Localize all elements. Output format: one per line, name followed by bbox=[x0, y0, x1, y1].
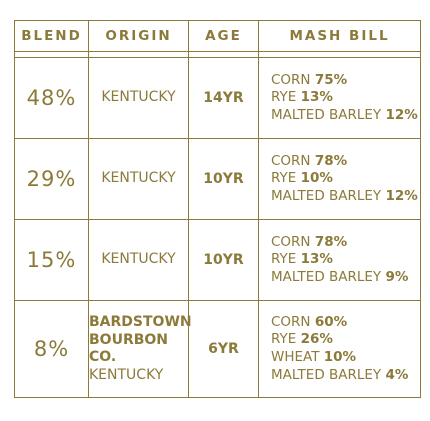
mash-line: CORN 60% bbox=[271, 314, 420, 332]
table-row: 29% KENTUCKY 10YR CORN 78% RYE 10% MALTED BAR… bbox=[14, 138, 421, 220]
grain-percent: 10% bbox=[323, 349, 357, 365]
grain-percent: 60% bbox=[314, 313, 348, 330]
grain-percent: 13% bbox=[300, 89, 333, 106]
origin-location: KENTUCKY bbox=[89, 366, 164, 383]
blend-percent: 8% bbox=[14, 300, 89, 398]
grain-percent: 12% bbox=[385, 106, 418, 123]
header-origin: ORIGIN bbox=[88, 20, 189, 52]
grain-name: MALTED BARLEY bbox=[271, 366, 386, 383]
mash-line: CORN 78% bbox=[271, 153, 420, 171]
grain-percent: 26% bbox=[300, 331, 333, 348]
blend-percent: 48% bbox=[14, 57, 89, 139]
header-age: AGE bbox=[188, 20, 259, 52]
mash-bill-cell: CORN 78% RYE 13% MALTED BARLEY 9% bbox=[258, 219, 421, 301]
mash-line: RYE 13% bbox=[271, 89, 420, 107]
table-row: 48% KENTUCKY 14YR CORN 75% RYE 13% MALTED BAR… bbox=[14, 57, 421, 139]
grain-name: RYE bbox=[271, 331, 301, 348]
table-row: 15% KENTUCKY 10YR CORN 78% RYE 13% MALTED BAR… bbox=[14, 219, 421, 301]
mash-line: WHEAT 10% bbox=[271, 349, 420, 367]
origin-location: KENTUCKY bbox=[101, 170, 176, 187]
grain-percent: 78% bbox=[314, 233, 348, 250]
origin-cell: KENTUCKY bbox=[88, 138, 189, 220]
grain-name: MALTED BARLEY bbox=[271, 187, 386, 204]
origin-brand: BARDSTOWN BOURBON CO. bbox=[89, 314, 192, 365]
grain-name: RYE bbox=[271, 170, 301, 187]
mash-line: CORN 75% bbox=[271, 72, 420, 90]
mash-bill-cell: CORN 75% RYE 13% MALTED BARLEY 12% bbox=[258, 57, 421, 139]
grain-percent: 9% bbox=[385, 268, 409, 285]
grain-percent: 75% bbox=[314, 71, 348, 88]
grain-percent: 12% bbox=[385, 187, 418, 204]
age-value: 10YR bbox=[188, 138, 259, 220]
header-mash-bill: MASH BILL bbox=[258, 20, 421, 52]
origin-cell: KENTUCKY bbox=[88, 57, 189, 139]
age-value: 14YR bbox=[188, 57, 259, 139]
mash-line: MALTED BARLEY 9% bbox=[271, 269, 420, 287]
origin-cell: BARDSTOWN BOURBON CO. KENTUCKY bbox=[88, 300, 192, 398]
mash-line: RYE 10% bbox=[271, 170, 420, 188]
header-blend: BLEND bbox=[14, 20, 89, 52]
mash-line: CORN 78% bbox=[271, 234, 420, 252]
table-row: 8% BARDSTOWN BOURBON CO. KENTUCKY 6YR CORN 6… bbox=[14, 300, 421, 398]
mash-line: MALTED BARLEY 12% bbox=[271, 107, 420, 125]
blend-percent: 29% bbox=[14, 138, 89, 220]
header-row: BLEND ORIGIN AGE MASH BILL bbox=[14, 20, 421, 52]
origin-location: KENTUCKY bbox=[101, 89, 176, 106]
origin-cell: KENTUCKY bbox=[88, 219, 189, 301]
mash-line: MALTED BARLEY 4% bbox=[271, 367, 420, 385]
grain-name: CORN bbox=[271, 233, 315, 250]
grain-name: MALTED BARLEY bbox=[271, 268, 386, 285]
age-value: 6YR bbox=[188, 300, 259, 398]
grain-name: RYE bbox=[271, 251, 301, 268]
grain-percent: 4% bbox=[385, 366, 409, 383]
grain-name: CORN bbox=[271, 152, 315, 169]
mash-bill-table: BLEND ORIGIN AGE MASH BILL 48% KENTUCKY 14… bbox=[14, 20, 421, 398]
mash-bill-cell: CORN 78% RYE 10% MALTED BARLEY 12% bbox=[258, 138, 421, 220]
grain-percent: 10% bbox=[300, 170, 333, 187]
mash-line: RYE 26% bbox=[271, 331, 420, 349]
mash-line: MALTED BARLEY 12% bbox=[271, 188, 420, 206]
grain-name: RYE bbox=[271, 89, 301, 106]
grain-name: MALTED BARLEY bbox=[271, 106, 386, 123]
grain-percent: 13% bbox=[300, 251, 333, 268]
grain-percent: 78% bbox=[314, 152, 348, 169]
age-value: 10YR bbox=[188, 219, 259, 301]
mash-bill-cell: CORN 60% RYE 26% WHEAT 10% MALTED BARLEY 4% bbox=[258, 300, 421, 398]
grain-name: CORN bbox=[271, 71, 315, 88]
blend-percent: 15% bbox=[14, 219, 89, 301]
mash-line: RYE 13% bbox=[271, 251, 420, 269]
grain-name: CORN bbox=[271, 313, 315, 330]
origin-location: KENTUCKY bbox=[101, 251, 176, 268]
grain-name: WHEAT bbox=[271, 349, 324, 365]
